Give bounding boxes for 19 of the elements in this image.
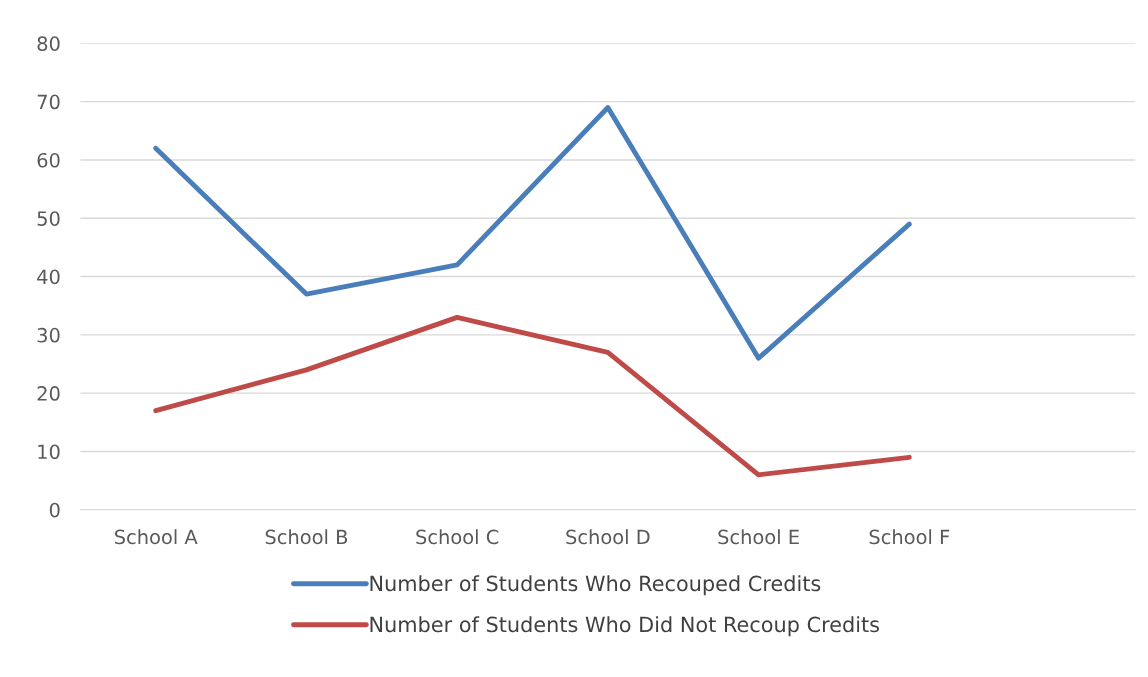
legend-label: Number of Students Who Did Not Recoup Credits	[370, 616, 880, 637]
x-tick-label: School F	[869, 529, 950, 545]
x-tick-label: School E	[718, 529, 799, 545]
x-tick-label: School A	[114, 529, 198, 545]
line-series	[153, 314, 912, 478]
legend-label: Number of Students Who Recouped Credits	[370, 575, 821, 596]
x-tick-label: School D	[566, 529, 650, 545]
y-tick-label: 10	[38, 444, 60, 460]
line-series	[153, 105, 912, 361]
y-tick-label: 0	[49, 502, 60, 518]
y-tick-label: 60	[37, 152, 60, 168]
x-tick-label: School C	[416, 529, 499, 545]
y-tick-label: 30	[37, 327, 60, 343]
y-tick-label: 20	[37, 386, 60, 401]
y-tick-label: 40	[37, 269, 60, 285]
y-tick-label: 80	[37, 36, 60, 51]
x-tick-label: School B	[265, 529, 348, 545]
y-tick-label: 50	[37, 211, 60, 226]
y-tick-label: 70	[37, 94, 60, 110]
